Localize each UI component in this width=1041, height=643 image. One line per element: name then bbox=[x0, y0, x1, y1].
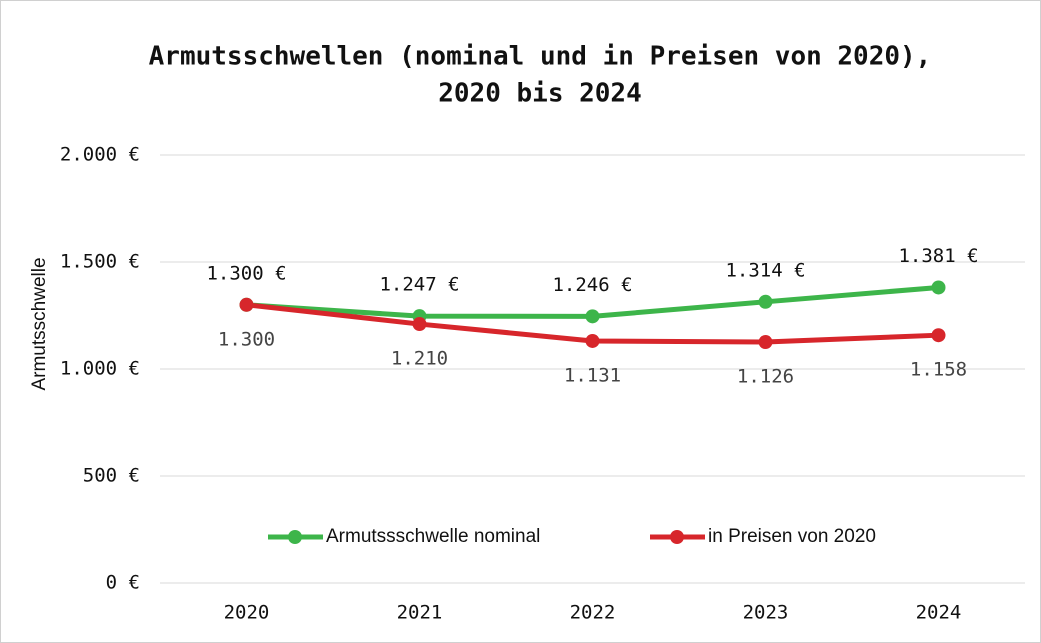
y-tick-label: 2.000 € bbox=[60, 144, 140, 166]
data-label: 1.381 € bbox=[898, 245, 978, 267]
data-point bbox=[758, 294, 773, 309]
data-point bbox=[585, 309, 600, 324]
legend-label: in Preisen von 2020 bbox=[708, 526, 876, 547]
y-axis-label: Armutsschwelle bbox=[29, 257, 50, 390]
data-point bbox=[412, 317, 427, 332]
data-label: 1.300 € bbox=[206, 262, 286, 284]
y-tick-label: 1.500 € bbox=[60, 251, 140, 273]
data-point bbox=[758, 335, 773, 350]
chart-title: Armutsschwellen (nominal und in Preisen … bbox=[149, 42, 932, 72]
x-tick-label: 2020 bbox=[224, 602, 270, 624]
data-point bbox=[931, 280, 946, 295]
legend-swatch bbox=[288, 530, 302, 544]
x-tick-label: 2023 bbox=[743, 602, 789, 624]
x-tick-label: 2024 bbox=[916, 602, 962, 624]
data-label: 1.131 bbox=[564, 364, 621, 386]
data-point bbox=[585, 333, 600, 348]
data-label: 1.314 € bbox=[725, 259, 805, 281]
data-label: 1.300 bbox=[218, 328, 275, 350]
y-tick-label: 1.000 € bbox=[60, 358, 140, 380]
x-tick-label: 2022 bbox=[570, 602, 616, 624]
data-point bbox=[931, 328, 946, 343]
data-label: 1.158 bbox=[910, 359, 967, 381]
y-tick-label: 0 € bbox=[106, 572, 140, 594]
legend-swatch bbox=[670, 530, 684, 544]
data-point bbox=[239, 297, 254, 312]
x-tick-label: 2021 bbox=[397, 602, 443, 624]
data-label: 1.126 bbox=[737, 366, 794, 388]
chart-title: 2020 bis 2024 bbox=[438, 79, 642, 109]
legend-label: Armutssschwelle nominal bbox=[326, 526, 540, 547]
data-label: 1.246 € bbox=[552, 274, 632, 296]
data-label: 1.210 bbox=[391, 348, 448, 370]
data-label: 1.247 € bbox=[379, 274, 459, 296]
y-tick-label: 500 € bbox=[83, 465, 140, 487]
